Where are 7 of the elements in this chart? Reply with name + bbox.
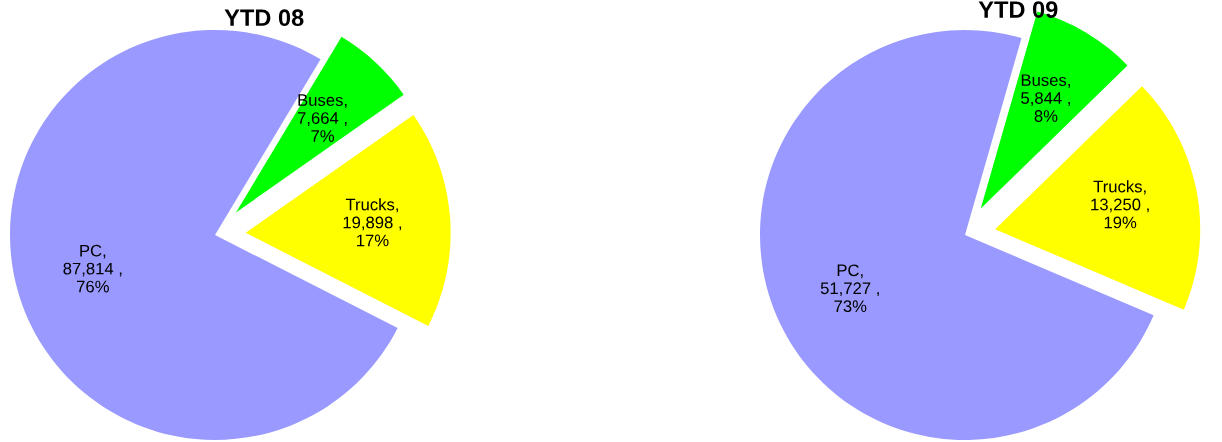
slice-label: Trucks, 19,898 , 17% (343, 198, 402, 247)
slice-label: PC, 51,727 , 73% (820, 264, 879, 313)
chart-title: YTD 08 (224, 9, 304, 27)
slice-label: Trucks, 13,250 , 19% (1091, 180, 1149, 229)
chart-title: YTD 09 (978, 1, 1058, 18)
slice-label: PC, 87,814 , 76% (63, 244, 122, 293)
slice-label: Buses, 5,844 , 8% (1021, 74, 1070, 122)
